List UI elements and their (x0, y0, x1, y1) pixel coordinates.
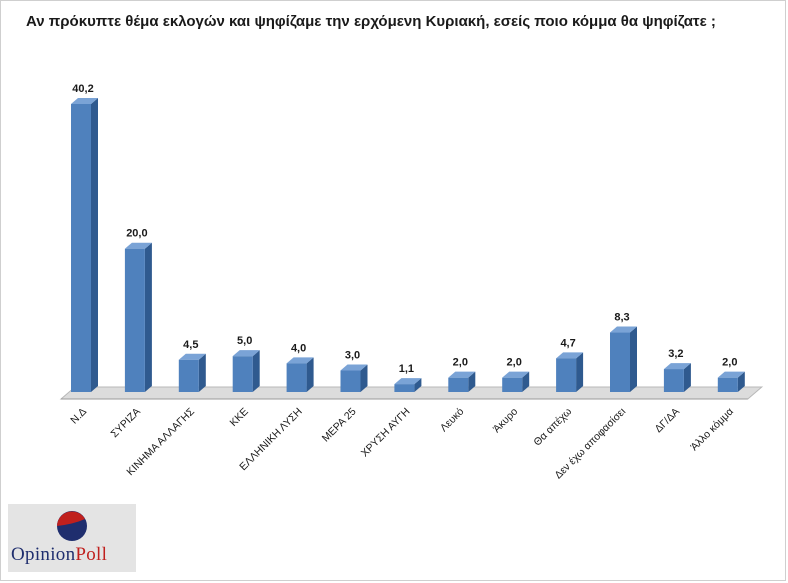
data-label: 40,2 (72, 83, 93, 95)
category-label: Θα απέχω (531, 406, 574, 449)
bar (71, 104, 91, 392)
data-label: 3,0 (345, 350, 360, 362)
data-label: 1,1 (399, 363, 414, 375)
bar (448, 377, 469, 392)
bar (178, 359, 199, 392)
category-label: Λευκό (438, 406, 467, 435)
bar (556, 358, 577, 392)
bar-side (683, 363, 691, 392)
category-label: Άλλο κόμμα (688, 406, 736, 454)
opinionpoll-logo-icon (57, 511, 87, 541)
bar-side (91, 98, 98, 392)
bar-side (414, 378, 422, 392)
bar (717, 377, 738, 392)
data-label: 3,2 (668, 348, 683, 360)
data-label: 4,0 (291, 342, 306, 354)
bar-top (556, 352, 584, 359)
bar-side (144, 242, 152, 392)
bar-side (737, 371, 745, 392)
logo-text-accent: Poll (75, 544, 108, 565)
opinionpoll-logo: OpinionPoll (8, 504, 136, 572)
bar (232, 356, 253, 392)
bar-top (663, 363, 691, 370)
bar-side (468, 371, 476, 392)
data-label: 4,5 (183, 339, 198, 351)
bar-side (198, 353, 206, 392)
bar-top (71, 98, 98, 104)
bar-side (522, 371, 530, 392)
data-label: 2,0 (722, 357, 737, 369)
bar-top (610, 326, 637, 333)
bar (124, 248, 145, 392)
bar-side (360, 364, 368, 392)
bar-top (448, 371, 476, 378)
bar (502, 377, 523, 392)
category-label: ΣΥΡΙΖΑ (108, 406, 143, 441)
bar-side (576, 352, 584, 392)
bar-top (394, 378, 422, 385)
bar-side (306, 357, 314, 392)
bar-top (286, 357, 314, 364)
bar (663, 369, 684, 392)
bar-top (340, 364, 368, 371)
data-label: 2,0 (507, 357, 522, 369)
bar-side (630, 326, 637, 392)
logo-text: OpinionPoll (11, 544, 107, 566)
bar-top (124, 242, 152, 249)
bar (286, 363, 307, 392)
category-label: ΜΕΡΑ 25 (320, 406, 359, 445)
data-label: 8,3 (614, 312, 629, 324)
bar-top (232, 350, 260, 357)
bar (394, 384, 415, 392)
data-label: 20,0 (126, 228, 147, 240)
bar-side (252, 350, 260, 392)
data-label: 4,7 (560, 337, 575, 349)
bar-top (178, 353, 206, 360)
logo-text-main: Opinion (11, 544, 76, 565)
bar (340, 370, 361, 392)
data-label: 2,0 (453, 357, 468, 369)
category-label: Άκυρο (491, 406, 521, 436)
bar (610, 332, 630, 392)
category-label: ΧΡΥΣΗ ΑΥΓΗ (359, 406, 413, 460)
category-label: ΚΚΕ (227, 406, 250, 429)
data-label: 5,0 (237, 335, 252, 347)
chart-title: Αν πρόκυπτε θέμα εκλογών και ψηφίζαμε τη… (26, 13, 716, 30)
category-label: Ν.Δ (68, 406, 89, 427)
bar-top (717, 371, 745, 378)
bar-top (502, 371, 530, 378)
category-label: ΔΓ/ΔΑ (653, 406, 683, 436)
